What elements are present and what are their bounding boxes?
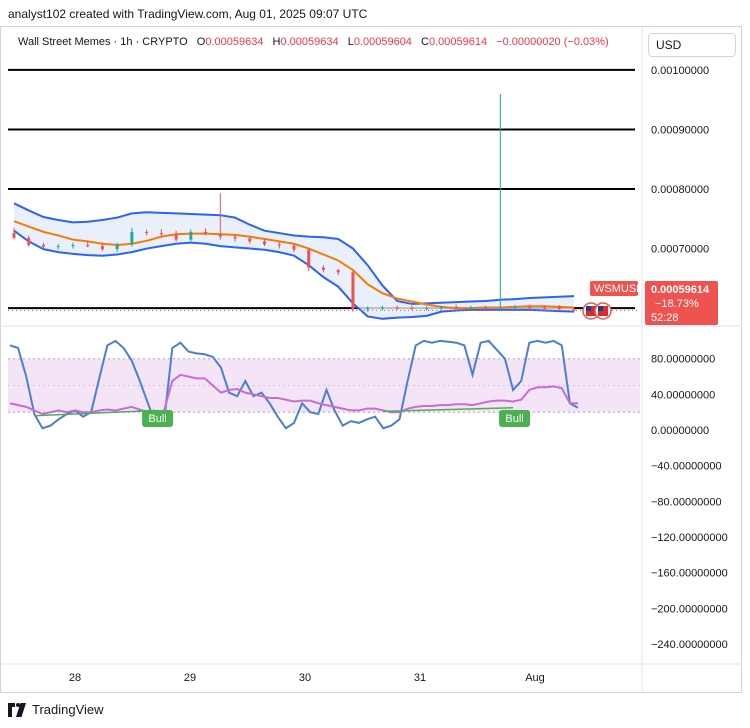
oscillator-tick-label: 40.00000000 [651,389,715,401]
oscillator-tick-label: 0.00000000 [651,425,709,437]
x-tick-label: 28 [69,672,81,684]
candle-body [27,237,31,245]
bull-divergence-line [383,407,514,413]
candle-body [204,231,208,234]
bollinger-upper-line [13,202,575,305]
globe-flag-icon [594,302,612,320]
price-tag-price: 0.00059614 [651,284,710,296]
bull-label: Bull [148,413,166,425]
low-label: L [347,36,354,48]
symbol-title[interactable]: Wall Street Memes · 1h · CRYPTO [18,36,188,48]
candle-body [145,231,149,234]
oscillator-tick-label: −80.00000000 [651,496,722,508]
oscillator-tick-label: −160.00000000 [651,568,728,580]
close-label: C [421,36,429,48]
candle-body [484,307,488,309]
chart-frame [0,26,742,693]
candle-body [336,269,340,273]
footer-brand-label: TradingView [32,702,104,717]
price-tag-countdown: 52:28 [651,312,679,324]
bollinger-lower-line [13,229,575,320]
bull-label: Bull [505,413,523,425]
oscillator-tick-label: −240.00000000 [651,639,728,651]
oscillator-tick-label: 80.00000000 [651,354,715,366]
bull-divergence-line [34,409,157,417]
candle-body [130,231,134,245]
candle-body [572,309,576,311]
candle-body [277,244,281,246]
currency-button[interactable]: USD [648,33,736,57]
candle-body [469,307,473,309]
candle-body [263,241,267,245]
stoch-d-line [9,373,578,416]
candle-body [543,307,547,309]
candle-body [395,307,399,309]
low-value: 0.00059604 [353,36,412,48]
candle-body [86,244,90,247]
ohlc-legend: Wall Street Memes · 1h · CRYPTO O0.00059… [18,36,609,48]
symbol-tag-bg [590,281,638,296]
open-value: 0.00059634 [205,36,264,48]
candle-body [425,308,429,310]
x-tick-label: 29 [184,672,196,684]
x-tick-label: Aug [525,672,545,684]
candle-body [56,246,60,248]
candle-body [12,233,16,238]
candle-body [528,306,532,308]
candle-body [380,307,384,309]
candle-body [233,236,237,239]
bull-label-bg [499,410,531,427]
candle-body [248,238,252,242]
price-tick-label: 0.00100000 [651,65,709,77]
x-tick-label: 30 [299,672,311,684]
price-tick-label: 0.00070000 [651,244,709,256]
flag-canton [598,306,603,311]
candle-body [454,306,458,309]
candle-body [292,245,296,250]
candle-body [498,307,502,309]
change-value: −0.00000020 (−0.03%) [496,36,609,48]
candle-body [174,234,178,240]
candle-body [41,244,45,247]
price-tag-change: −18.73% [655,298,699,310]
bull-label-bg [142,410,174,427]
flag-canton [586,306,591,311]
attribution-text: analyst102 created with TradingView.com,… [8,7,368,21]
candle-body [366,308,370,310]
oscillator-tick-label: −200.00000000 [651,603,728,615]
high-label: H [272,36,281,48]
candle-body [557,306,561,310]
x-tick-label: 31 [414,672,426,684]
oscillator-tick-label: −40.00000000 [651,461,722,473]
candle-body [100,246,104,250]
candle-body [351,272,355,310]
candle-body [513,306,517,308]
price-tag-bg [645,281,718,325]
us-flag-icon [582,302,600,320]
candle-body [307,249,311,268]
high-value: 0.00059634 [280,36,339,48]
symbol-tag-label: WSMUSD [594,283,644,295]
open-label: O [196,36,206,48]
bollinger-band-fill [14,203,574,319]
price-tick-label: 0.00080000 [651,184,709,196]
candle-body [439,306,443,309]
price-tick-label: 0.00090000 [651,124,709,136]
candle-body [189,231,193,240]
stoch-k-line [9,339,579,430]
candle-body [321,267,325,270]
candle-body [71,244,75,247]
oscillator-tick-label: −120.00000000 [651,532,728,544]
footer-brand[interactable]: TradingView [8,702,104,717]
candle-body [218,233,222,237]
close-value: 0.00059614 [428,36,488,48]
tradingview-logo-icon [8,702,26,717]
candle-body [410,308,414,310]
candle-body [115,244,119,250]
candle-body [159,233,163,235]
